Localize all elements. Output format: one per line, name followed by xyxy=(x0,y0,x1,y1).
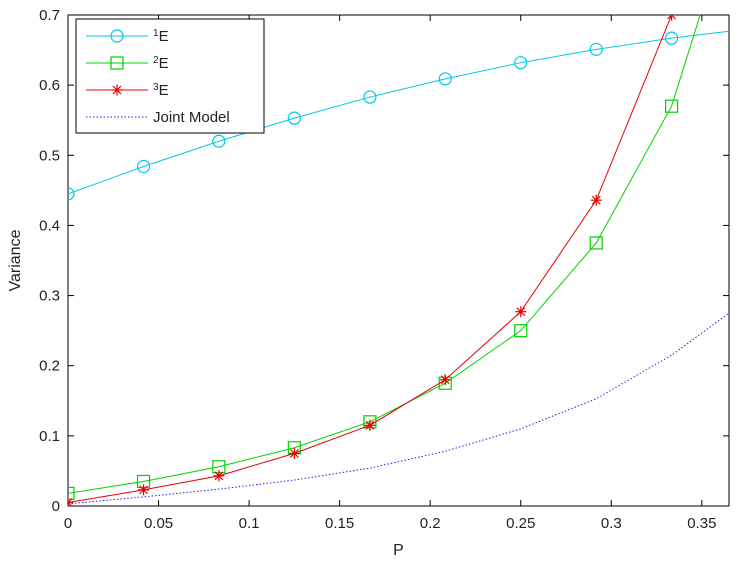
series-3 xyxy=(68,15,678,506)
data-point xyxy=(213,470,225,482)
series-1 xyxy=(68,30,729,201)
data-point xyxy=(68,496,74,506)
data-point xyxy=(68,187,75,201)
y-tick-label: 0.7 xyxy=(39,7,60,24)
legend-marker xyxy=(111,84,123,96)
legend-marker xyxy=(110,56,124,70)
x-tick-label: 0 xyxy=(64,515,72,532)
y-tick-label: 0.3 xyxy=(39,288,60,305)
x-tick-label: 0.1 xyxy=(239,515,260,532)
legend-label: 3E xyxy=(153,82,169,99)
x-tick-label: 0.2 xyxy=(420,515,441,532)
legend-item: 1E xyxy=(86,28,169,45)
data-point xyxy=(364,419,376,431)
data-point xyxy=(136,159,151,174)
data-point xyxy=(590,194,602,206)
x-tick-label: 0.15 xyxy=(325,515,354,532)
y-tick-label: 0.5 xyxy=(39,147,60,164)
legend-superscript: 1 xyxy=(153,28,159,39)
legend-marker xyxy=(110,29,124,43)
x-tick-label: 0.35 xyxy=(687,515,716,532)
x-tick-label: 0.3 xyxy=(601,515,622,532)
data-point xyxy=(68,486,75,500)
data-point xyxy=(438,72,452,86)
legend-box xyxy=(75,18,265,134)
y-tick-label: 0 xyxy=(52,498,60,515)
data-point xyxy=(287,111,301,125)
legend-name: E xyxy=(159,28,169,45)
data-point xyxy=(439,374,451,386)
x-tick-label: 0.05 xyxy=(144,515,173,532)
legend-label: 1E xyxy=(153,28,169,45)
data-point xyxy=(212,134,226,148)
data-point xyxy=(514,56,528,70)
data-point xyxy=(664,31,679,45)
series-layer xyxy=(68,15,729,506)
legend-label: 2E xyxy=(153,55,169,72)
y-tick-label: 0.2 xyxy=(39,358,60,375)
series-line xyxy=(68,15,673,503)
legend-item: 2E xyxy=(86,55,169,72)
series-line xyxy=(68,312,729,505)
legend-superscript: 3 xyxy=(153,82,159,93)
y-axis-ticks: 0 0.1 0.2 0.3 0.4 0.5 0.6 0.7 xyxy=(39,7,729,515)
y-tick-label: 0.4 xyxy=(39,217,60,234)
series-4 xyxy=(68,312,729,505)
series-line xyxy=(68,30,729,195)
legend-label: Joint Model xyxy=(153,109,230,126)
legend-name: E xyxy=(159,55,169,72)
x-tick-label: 0.25 xyxy=(506,515,535,532)
y-axis-label: Variance xyxy=(7,229,24,291)
x-axis-ticks: 0 0.05 0.1 0.15 0.2 0.25 0.3 0.35 xyxy=(64,15,716,532)
data-point xyxy=(138,484,150,496)
legend-name: E xyxy=(159,82,169,99)
data-point xyxy=(288,447,300,459)
data-point xyxy=(514,324,528,338)
data-point xyxy=(515,306,527,318)
y-tick-label: 0.1 xyxy=(39,428,60,445)
data-point xyxy=(589,42,603,56)
data-point xyxy=(363,90,377,104)
data-point xyxy=(664,99,679,113)
x-axis-label: P xyxy=(393,542,404,559)
legend-superscript: 2 xyxy=(153,55,159,66)
legend-item: 3E xyxy=(86,82,169,99)
data-point xyxy=(589,236,603,250)
y-tick-label: 0.6 xyxy=(39,77,60,94)
legend-item: Joint Model xyxy=(86,109,230,126)
data-point xyxy=(666,15,678,21)
